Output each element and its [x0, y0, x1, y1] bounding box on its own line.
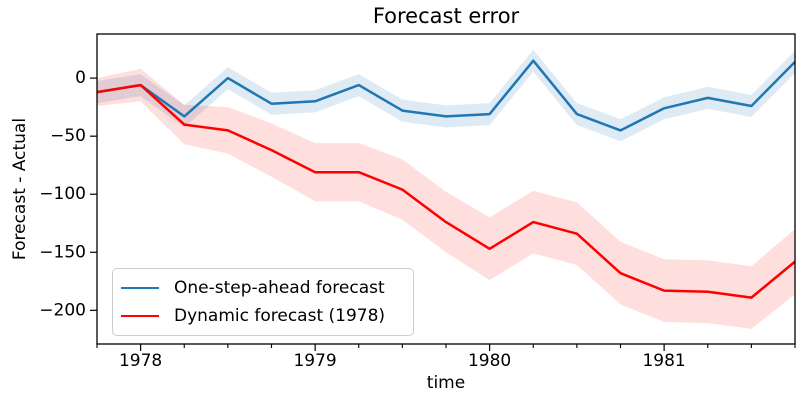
- legend-item: One-step-ahead forecast: [121, 278, 405, 298]
- x-tick-label: 1979: [293, 351, 336, 371]
- legend-label: One-step-ahead forecast: [174, 278, 385, 298]
- series-line: [96, 59, 796, 132]
- y-tick-label: 0: [75, 68, 86, 88]
- confidence-band: [97, 49, 795, 142]
- x-tick-label: 1981: [642, 351, 685, 371]
- series-line: [96, 83, 796, 299]
- y-tick-label: −200: [39, 300, 86, 320]
- y-tick-label: −50: [50, 126, 86, 146]
- y-tick-label: −100: [39, 184, 86, 204]
- legend-label: Dynamic forecast (1978): [174, 306, 386, 326]
- y-tick-label: −150: [39, 242, 86, 262]
- chart-title: Forecast error: [372, 4, 520, 28]
- y-axis-label: Forecast - Actual: [10, 117, 30, 261]
- confidence-band: [97, 68, 795, 329]
- legend-item: Dynamic forecast (1978): [121, 306, 405, 326]
- x-axis-label: time: [426, 373, 466, 393]
- legend-line-sample-one-step: [121, 286, 159, 290]
- x-tick-label: 1980: [468, 351, 511, 371]
- x-tick-label: 1978: [119, 351, 162, 371]
- legend: One-step-ahead forecast Dynamic forecast…: [112, 268, 414, 336]
- legend-line-sample-dynamic: [121, 314, 159, 318]
